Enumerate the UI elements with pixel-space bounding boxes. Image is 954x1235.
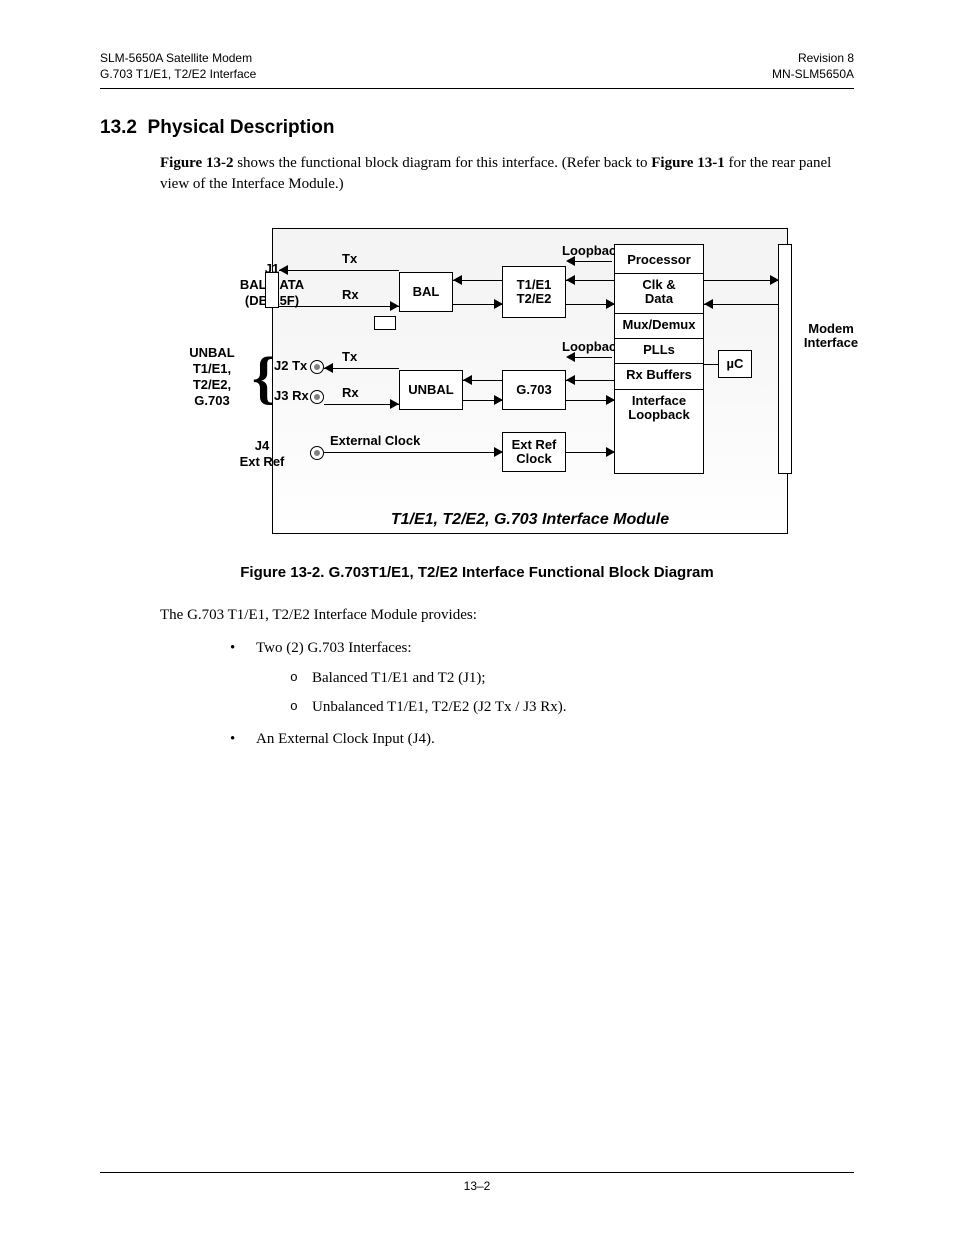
section-number: 13.2 [100, 117, 137, 138]
figure-ref-b: Figure 13-1 [651, 155, 724, 171]
header-rule [100, 88, 854, 89]
stack-interface-loopback: Interface Loopback [615, 389, 703, 427]
bnc-icon [310, 446, 324, 460]
page-header: SLM-5650A Satellite Modem G.703 T1/E1, T… [100, 50, 854, 82]
stack-plls: PLLs [615, 338, 703, 361]
bullet-list: Two (2) G.703 Interfaces: Balanced T1/E1… [230, 638, 854, 751]
header-left-2: G.703 T1/E1, T2/E2 Interface [100, 66, 256, 82]
block-bal: BAL [399, 272, 453, 312]
diagram-title: T1/E1, T2/E2, G.703 Interface Module [273, 511, 787, 529]
figure-caption: Figure 13-2. G.703T1/E1, T2/E2 Interface… [117, 564, 837, 581]
label-j3rx: J3 Rx [274, 389, 309, 403]
label-j4: J4 [222, 439, 302, 453]
footer-rule [100, 1172, 854, 1173]
block-extref-clock: Ext Ref Clock [502, 432, 566, 472]
bullet-1: Two (2) G.703 Interfaces: [256, 640, 412, 656]
block-diagram: T1/E1, T2/E2, G.703 Interface Module J1 … [162, 216, 792, 540]
block-t1e1: T1/E1 T2/E2 [502, 266, 566, 318]
intro-paragraph: Figure 13-2 shows the functional block d… [160, 153, 854, 194]
page-number: 13–2 [464, 1179, 491, 1193]
label-t2e2: T2/E2, [162, 378, 262, 392]
section-title: Physical Description [148, 117, 335, 138]
small-box [374, 316, 396, 330]
label-rx1: Rx [342, 288, 359, 302]
intro-mid: shows the functional block diagram for t… [233, 155, 651, 171]
label-j2tx: J2 Tx [274, 359, 307, 373]
stack-processor: Processor [615, 249, 703, 271]
connector-j1 [265, 272, 279, 308]
block-unbal: UNBAL [399, 370, 463, 410]
list-item: Two (2) G.703 Interfaces: Balanced T1/E1… [230, 638, 854, 719]
page-footer: 13–2 [100, 1172, 854, 1193]
label-modem-interface: Modem Interface [796, 322, 866, 351]
bnc-icon [310, 360, 324, 374]
stack-mux-demux: Mux/Demux [615, 313, 703, 336]
label-g703: G.703 [162, 394, 262, 408]
body-lead: The G.703 T1/E1, T2/E2 Interface Module … [160, 607, 854, 624]
list-item: Unbalanced T1/E1, T2/E2 (J2 Tx / J3 Rx). [290, 697, 854, 719]
section-heading: 13.2 Physical Description [100, 117, 854, 139]
label-tx2: Tx [342, 350, 357, 364]
stack-rx-buffers: Rx Buffers [615, 363, 703, 386]
stack-clk-data: Clk & Data [615, 273, 703, 311]
brace-icon: { [252, 352, 275, 404]
list-item: An External Clock Input (J4). [230, 729, 854, 751]
label-rx2: Rx [342, 386, 359, 400]
list-item: Balanced T1/E1 and T2 (J1); [290, 668, 854, 690]
connector-modem [778, 244, 792, 474]
header-left-1: SLM-5650A Satellite Modem [100, 50, 256, 66]
block-processing-stack: Processor Clk & Data Mux/Demux PLLs Rx B… [614, 244, 704, 474]
label-t1e1: T1/E1, [162, 362, 262, 376]
label-ext-clock: External Clock [330, 434, 420, 448]
block-g703: G.703 [502, 370, 566, 410]
label-unbal: UNBAL [162, 346, 262, 360]
figure-ref-a: Figure 13-2 [160, 155, 233, 171]
header-right-2: MN-SLM5650A [772, 66, 854, 82]
header-right-1: Revision 8 [772, 50, 854, 66]
label-tx1: Tx [342, 252, 357, 266]
bnc-icon [310, 390, 324, 404]
label-extref: Ext Ref [210, 455, 314, 469]
block-uc: µC [718, 350, 752, 378]
sub-list: Balanced T1/E1 and T2 (J1); Unbalanced T… [290, 668, 854, 720]
